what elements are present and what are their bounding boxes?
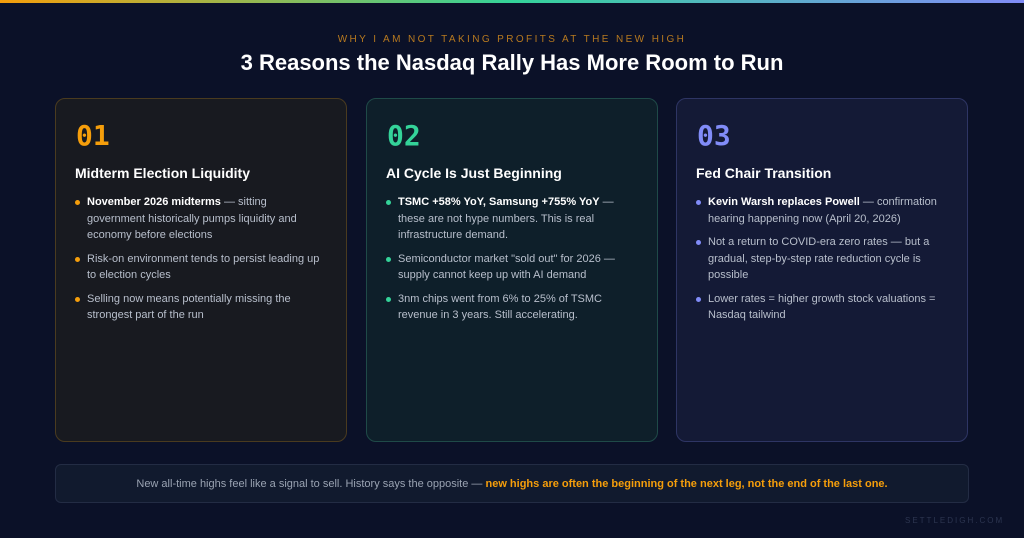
- reason-number: 02: [387, 119, 421, 152]
- list-item: Semiconductor market "sold out" for 2026…: [386, 251, 636, 284]
- top-gradient-bar: [0, 0, 1024, 3]
- reason-title: Midterm Election Liquidity: [75, 165, 251, 181]
- point-text: — sitting government historically pumps …: [87, 196, 297, 241]
- point-text: Lower rates = higher growth stock valuat…: [708, 292, 936, 322]
- reason-title: AI Cycle Is Just Beginning: [386, 165, 562, 181]
- point-text: Selling now means potentially missing th…: [87, 292, 291, 322]
- point-text: Risk-on environment tends to persist lea…: [87, 252, 320, 282]
- list-item: TSMC +58% YoY, Samsung +755% YoY — these…: [386, 194, 636, 244]
- point-text: — these are not hype numbers. This is re…: [398, 196, 614, 241]
- point-bold: November 2026 midterms: [87, 196, 221, 208]
- reason-title: Fed Chair Transition: [696, 165, 832, 181]
- point-bold: Kevin Warsh replaces Powell: [708, 196, 860, 208]
- reason-card-2: 02 AI Cycle Is Just Beginning TSMC +58% …: [366, 98, 658, 442]
- list-item: Risk-on environment tends to persist lea…: [75, 251, 325, 284]
- list-item: 3nm chips went from 6% to 25% of TSMC re…: [386, 291, 636, 324]
- eyebrow-text: WHY I AM NOT TAKING PROFITS AT THE NEW H…: [337, 34, 687, 45]
- reason-points: November 2026 midterms — sitting governm…: [75, 194, 325, 331]
- reason-number: 01: [76, 119, 110, 152]
- list-item: Kevin Warsh replaces Powell — confirmati…: [696, 194, 946, 227]
- reason-card-1: 01 Midterm Election Liquidity November 2…: [55, 98, 347, 442]
- point-text: Not a return to COVID-era zero rates — b…: [708, 236, 930, 281]
- point-text: 3nm chips went from 6% to 25% of TSMC re…: [398, 292, 602, 322]
- point-text: Semiconductor market "sold out" for 2026…: [398, 252, 615, 282]
- list-item: Not a return to COVID-era zero rates — b…: [696, 234, 946, 284]
- reason-number: 03: [697, 119, 731, 152]
- summary-highlight: new highs are often the beginning of the…: [485, 478, 888, 490]
- bullet-dot: [75, 296, 80, 302]
- page-title: 3 Reasons the Nasdaq Rally Has More Room…: [240, 50, 784, 75]
- bullet-dot: [386, 296, 391, 302]
- bullet-dot: [75, 256, 80, 262]
- bullet-dot: [696, 240, 701, 245]
- list-item: Selling now means potentially missing th…: [75, 291, 325, 324]
- reason-points: TSMC +58% YoY, Samsung +755% YoY — these…: [386, 194, 636, 331]
- reason-card-3: 03 Fed Chair Transition Kevin Warsh repl…: [676, 98, 968, 442]
- bullet-dot: [696, 296, 701, 302]
- point-bold: TSMC +58% YoY, Samsung +755% YoY: [398, 196, 600, 208]
- summary-text: New all-time highs feel like a signal to…: [136, 478, 486, 490]
- point-text: — confirmation hearing happening now (Ap…: [708, 196, 937, 225]
- bullet-dot: [386, 200, 391, 205]
- bullet-dot: [386, 256, 391, 262]
- list-item: Lower rates = higher growth stock valuat…: [696, 291, 946, 324]
- bullet-dot: [696, 200, 701, 205]
- list-item: November 2026 midterms — sitting governm…: [75, 194, 325, 244]
- reason-points: Kevin Warsh replaces Powell — confirmati…: [696, 194, 946, 331]
- watermark: SETTLEDIGH.COM: [905, 516, 1005, 525]
- summary-banner: New all-time highs feel like a signal to…: [55, 464, 969, 503]
- bullet-dot: [75, 200, 80, 205]
